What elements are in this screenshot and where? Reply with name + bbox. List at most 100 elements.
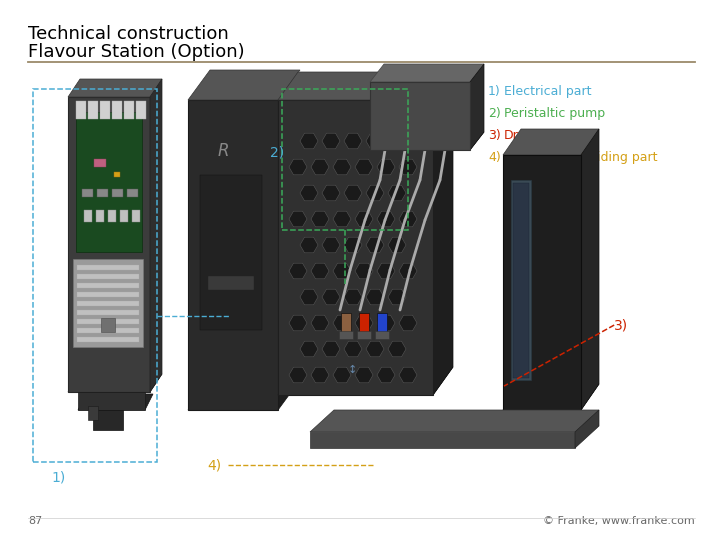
- Bar: [77, 310, 139, 315]
- Polygon shape: [322, 185, 340, 201]
- Polygon shape: [278, 100, 433, 395]
- Polygon shape: [355, 211, 373, 227]
- Bar: [120, 210, 128, 222]
- Polygon shape: [377, 367, 395, 383]
- Text: Drawer: Drawer: [504, 129, 549, 142]
- Text: R: R: [218, 142, 230, 160]
- Polygon shape: [344, 289, 362, 305]
- Text: 2): 2): [488, 107, 500, 120]
- Polygon shape: [289, 263, 307, 279]
- Bar: [112, 101, 122, 119]
- Text: Flavour Station (Option): Flavour Station (Option): [28, 43, 245, 61]
- Text: 4): 4): [488, 151, 500, 164]
- Polygon shape: [399, 315, 417, 331]
- Polygon shape: [377, 211, 395, 227]
- Polygon shape: [581, 129, 599, 410]
- Polygon shape: [68, 79, 162, 97]
- Polygon shape: [311, 315, 329, 331]
- Polygon shape: [311, 159, 329, 175]
- Bar: [88, 101, 98, 119]
- Polygon shape: [322, 289, 340, 305]
- Polygon shape: [399, 263, 417, 279]
- Polygon shape: [73, 259, 143, 347]
- Polygon shape: [300, 185, 318, 201]
- Polygon shape: [366, 341, 384, 357]
- Bar: [127, 189, 138, 197]
- Polygon shape: [344, 237, 362, 253]
- Text: Electrical part: Electrical part: [504, 85, 592, 98]
- Polygon shape: [76, 112, 142, 252]
- Bar: [375, 331, 389, 339]
- Polygon shape: [366, 185, 384, 201]
- Polygon shape: [370, 82, 470, 150]
- Text: 2): 2): [270, 145, 284, 159]
- Polygon shape: [503, 129, 599, 155]
- Bar: [77, 301, 139, 306]
- Bar: [88, 406, 98, 420]
- Polygon shape: [399, 211, 417, 227]
- Polygon shape: [78, 392, 145, 410]
- Polygon shape: [377, 263, 395, 279]
- Text: 3): 3): [488, 129, 500, 142]
- Bar: [377, 313, 387, 335]
- Polygon shape: [289, 367, 307, 383]
- Bar: [359, 313, 369, 335]
- Text: Technical construction: Technical construction: [28, 25, 229, 43]
- Polygon shape: [399, 367, 417, 383]
- Bar: [136, 101, 146, 119]
- Bar: [96, 210, 104, 222]
- Polygon shape: [333, 159, 351, 175]
- Bar: [132, 210, 140, 222]
- Text: 3): 3): [614, 318, 629, 332]
- Polygon shape: [370, 132, 484, 150]
- Polygon shape: [333, 263, 351, 279]
- Bar: [93, 410, 123, 430]
- Polygon shape: [300, 289, 318, 305]
- Polygon shape: [366, 237, 384, 253]
- Text: 4): 4): [207, 458, 222, 472]
- Polygon shape: [388, 341, 406, 357]
- Polygon shape: [310, 432, 575, 448]
- Polygon shape: [355, 367, 373, 383]
- Bar: [94, 159, 106, 167]
- Bar: [77, 319, 139, 324]
- Polygon shape: [311, 211, 329, 227]
- Bar: [101, 318, 115, 332]
- Text: Peristaltic pump: Peristaltic pump: [504, 107, 605, 120]
- Bar: [77, 283, 139, 288]
- Bar: [76, 101, 86, 119]
- Polygon shape: [333, 211, 351, 227]
- Polygon shape: [366, 289, 384, 305]
- Polygon shape: [333, 367, 351, 383]
- Bar: [511, 180, 531, 380]
- Bar: [339, 331, 353, 339]
- Bar: [33, 89, 157, 462]
- Polygon shape: [78, 394, 153, 410]
- Polygon shape: [322, 341, 340, 357]
- Polygon shape: [344, 341, 362, 357]
- Polygon shape: [289, 159, 307, 175]
- Bar: [82, 189, 93, 197]
- Polygon shape: [300, 341, 318, 357]
- Bar: [513, 183, 529, 378]
- Polygon shape: [433, 72, 453, 395]
- Text: © Franke, www.franke.com: © Franke, www.franke.com: [544, 516, 695, 526]
- Bar: [77, 328, 139, 333]
- Bar: [108, 210, 116, 222]
- Polygon shape: [470, 64, 484, 150]
- Bar: [84, 210, 92, 222]
- Bar: [124, 101, 134, 119]
- Polygon shape: [370, 64, 484, 82]
- Polygon shape: [377, 315, 395, 331]
- Polygon shape: [503, 384, 599, 410]
- Bar: [112, 189, 123, 197]
- Polygon shape: [355, 159, 373, 175]
- Polygon shape: [366, 133, 384, 149]
- Polygon shape: [377, 159, 395, 175]
- Polygon shape: [388, 185, 406, 201]
- Polygon shape: [575, 410, 599, 448]
- Polygon shape: [503, 155, 581, 410]
- Polygon shape: [344, 133, 362, 149]
- Text: 1): 1): [52, 471, 66, 485]
- Polygon shape: [300, 133, 318, 149]
